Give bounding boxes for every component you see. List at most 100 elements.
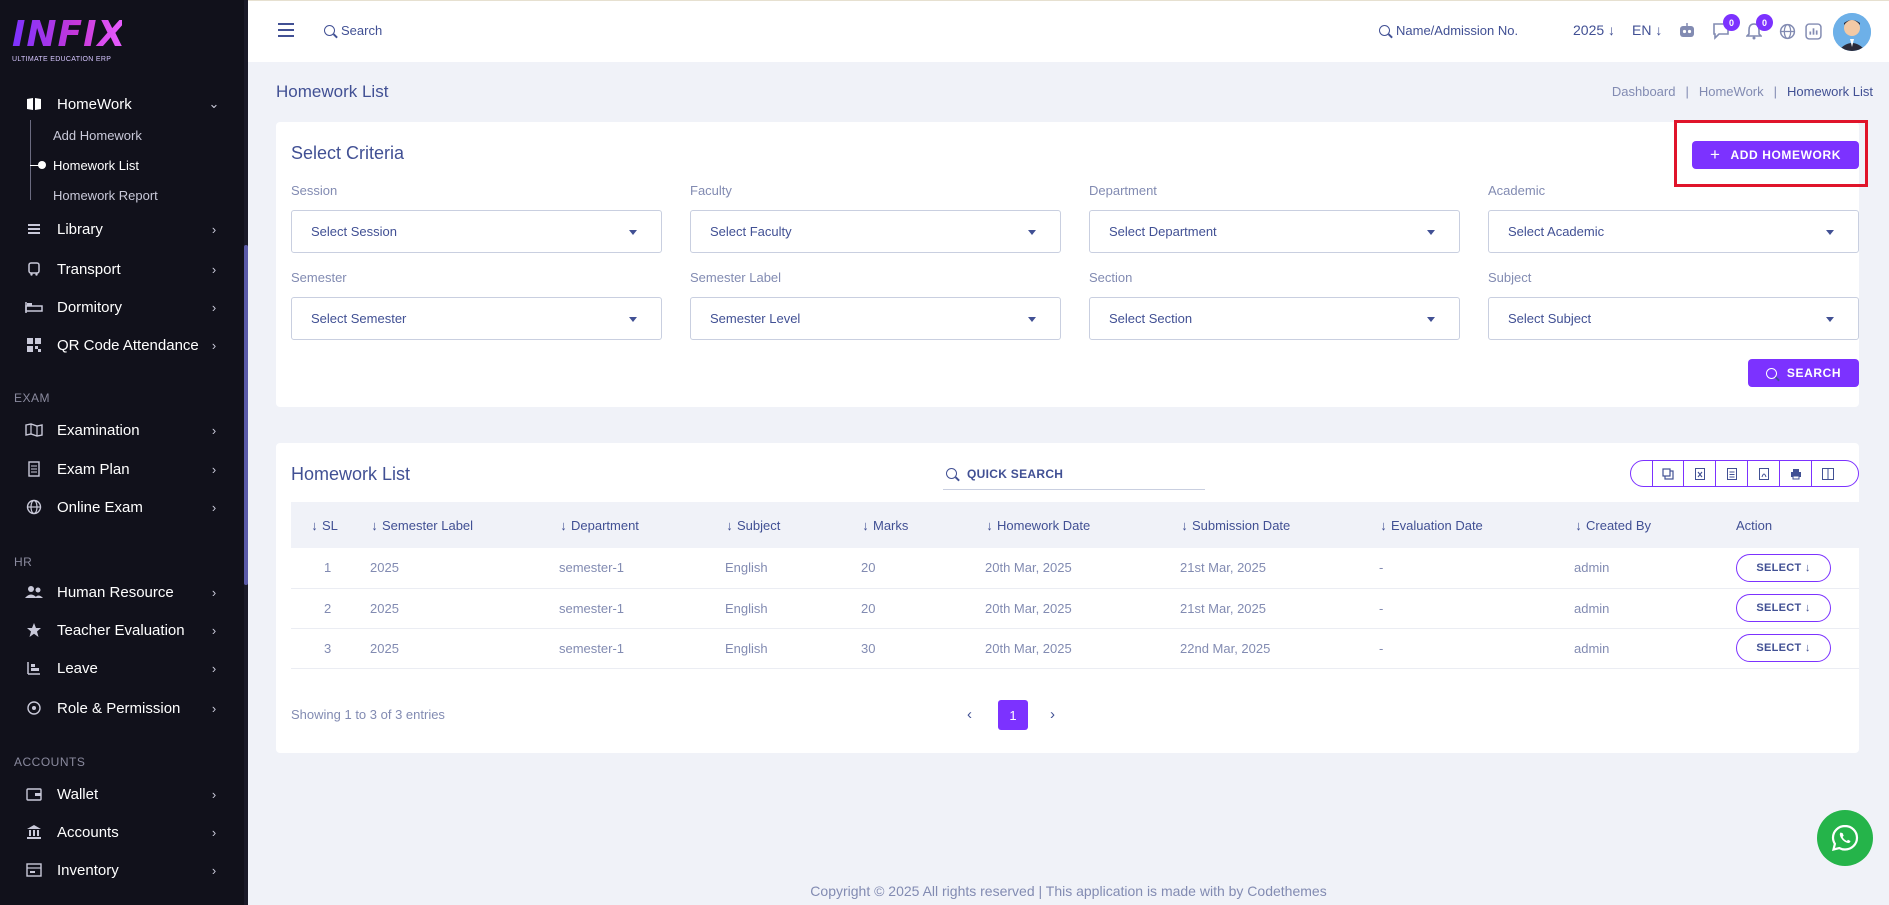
row-select-button[interactable]: SELECT ↓ [1736, 634, 1831, 662]
semester-select-value: Select Semester [311, 311, 407, 326]
sidebar-item-label: Library [57, 220, 103, 238]
sidebar-item-teacher-evaluation[interactable]: Teacher Evaluation › [0, 614, 244, 646]
breadcrumb-dashboard[interactable]: Dashboard [1611, 84, 1676, 99]
pagination-prev-icon[interactable]: ‹ [967, 706, 972, 723]
sidebar-item-label: Online Exam [57, 498, 143, 516]
global-search[interactable]: Search [324, 23, 382, 38]
column-header-sl[interactable]: ↓ SL [291, 502, 370, 548]
language-selector[interactable]: EN ↓ [1632, 22, 1662, 38]
sidebar-item-role-permission[interactable]: Role & Permission › [0, 692, 244, 724]
subject-select[interactable]: Select Subject [1488, 297, 1859, 340]
robot-icon[interactable] [1676, 20, 1698, 42]
column-header-created-by[interactable]: ↓ Created By [1574, 502, 1736, 548]
chat-count-badge: 0 [1723, 14, 1740, 31]
breadcrumb-separator: | [1685, 84, 1689, 99]
year-selector[interactable]: 2025 ↓ [1573, 22, 1615, 38]
logo[interactable]: INFIX ULTIMATE EDUCATION ERP [12, 16, 125, 66]
user-avatar[interactable] [1833, 13, 1871, 51]
sidebar-item-label: Wallet [57, 785, 99, 803]
bell-icon[interactable]: 0 [1743, 14, 1773, 42]
column-header-evaluation-date[interactable]: ↓ Evaluation Date [1379, 502, 1574, 548]
sidebar-subitem-homework-report[interactable]: Homework Report [53, 188, 158, 203]
menu-toggle-icon[interactable] [278, 23, 294, 37]
session-select[interactable]: Select Session [291, 210, 662, 253]
column-header-marks[interactable]: ↓ Marks [861, 502, 985, 548]
row-select-button[interactable]: SELECT ↓ [1736, 594, 1831, 622]
cell-department: semester-1 [559, 628, 725, 669]
chevron-right-icon: › [211, 499, 217, 515]
quick-search-input[interactable]: QUICK SEARCH [943, 458, 1205, 490]
cell-semester-label: 2025 [370, 588, 559, 629]
chevron-right-icon: › [211, 584, 217, 600]
caret-down-icon [1826, 230, 1834, 235]
sidebar-item-online-exam[interactable]: Online Exam › [0, 491, 244, 523]
sidebar-item-qr-code-attendance[interactable]: QR Code Attendance › [0, 329, 244, 361]
sidebar-scrollbar[interactable] [244, 0, 248, 905]
column-header-submission-date[interactable]: ↓ Submission Date [1180, 502, 1379, 548]
search-button[interactable]: SEARCH [1748, 359, 1859, 387]
page-title: Homework List [276, 82, 389, 101]
section-select[interactable]: Select Section [1089, 297, 1460, 340]
admission-search[interactable]: Name/Admission No. [1379, 23, 1518, 38]
add-homework-button[interactable]: + ADD HOMEWORK [1692, 141, 1859, 169]
field-label-faculty: Faculty [690, 183, 732, 198]
whatsapp-button[interactable] [1817, 810, 1873, 866]
sidebar-item-accounts[interactable]: Accounts › [0, 816, 244, 848]
copy-icon[interactable] [1652, 461, 1684, 486]
sidebar-item-exam-plan[interactable]: Exam Plan › [0, 453, 244, 485]
sidebar-item-human-resource[interactable]: Human Resource › [0, 576, 244, 608]
column-header-semester-label[interactable]: ↓ Semester Label [370, 502, 559, 548]
field-label-academic: Academic [1488, 183, 1546, 198]
row-select-button[interactable]: SELECT ↓ [1736, 553, 1831, 582]
csv-icon[interactable] [1716, 461, 1748, 486]
caret-down-icon [629, 230, 637, 235]
chevron-right-icon: › [211, 461, 217, 477]
table-header-row: ↓ SL ↓ Semester Label ↓ Department ↓ Subject… [291, 502, 1859, 548]
sidebar-item-inventory[interactable]: Inventory › [0, 854, 244, 886]
row-select-label: SELECT [1756, 642, 1802, 654]
chevron-right-icon: › [211, 862, 217, 878]
print-icon[interactable] [1780, 461, 1812, 486]
cell-action: SELECT ↓ [1736, 548, 1859, 589]
column-header-subject[interactable]: ↓ Subject [725, 502, 861, 548]
sidebar-subitem-homework-list[interactable]: Homework List [53, 158, 139, 173]
columns-icon[interactable] [1812, 461, 1844, 486]
caret-down-icon [1028, 317, 1036, 322]
sidebar-item-examination[interactable]: Examination › [0, 414, 244, 446]
sidebar-subitem-add-homework[interactable]: Add Homework [53, 128, 142, 143]
select-criteria-card [276, 122, 1859, 407]
semester-label-select[interactable]: Semester Level [690, 297, 1061, 340]
academic-select[interactable]: Select Academic [1488, 210, 1859, 253]
faculty-select[interactable]: Select Faculty [690, 210, 1061, 253]
chat-icon[interactable]: 0 [1710, 14, 1740, 42]
sidebar-item-dormitory[interactable]: Dormitory › [0, 291, 244, 323]
sidebar-item-label: Dormitory [57, 298, 123, 316]
excel-icon[interactable] [1684, 461, 1716, 486]
sidebar-item-label: Accounts [57, 823, 119, 841]
search-icon [1765, 367, 1777, 379]
top-header: Search Name/Admission No. 2025 ↓ EN ↓ 0 … [248, 0, 1889, 62]
section-title-exam: EXAM [14, 391, 51, 405]
globe-icon[interactable] [1776, 20, 1798, 42]
sidebar-item-homework[interactable]: HomeWork ⌄ [0, 88, 244, 120]
export-button-group [1630, 460, 1859, 487]
showing-entries: Showing 1 to 3 of 3 entries [291, 707, 445, 722]
arrow-down-icon: ↓ [1804, 561, 1811, 574]
department-select[interactable]: Select Department [1089, 210, 1460, 253]
pagination-page-1[interactable]: 1 [998, 700, 1028, 730]
column-header-homework-date[interactable]: ↓ Homework Date [985, 502, 1180, 548]
sidebar-scroll-thumb[interactable] [244, 245, 248, 585]
search-button-label: SEARCH [1786, 366, 1842, 380]
pagination-next-icon[interactable]: › [1050, 706, 1055, 723]
sidebar-item-library[interactable]: Library › [0, 213, 244, 245]
section-title-hr: HR [14, 555, 33, 569]
arrow-down-icon: ↓ [1655, 22, 1663, 38]
column-header-department[interactable]: ↓ Department [559, 502, 725, 548]
pdf-icon[interactable] [1748, 461, 1780, 486]
sidebar-item-wallet[interactable]: Wallet › [0, 778, 244, 810]
semester-select[interactable]: Select Semester [291, 297, 662, 340]
analytics-icon[interactable] [1802, 20, 1824, 42]
breadcrumb-homework[interactable]: HomeWork [1698, 84, 1764, 99]
sidebar-item-leave[interactable]: Leave › [0, 652, 244, 684]
sidebar-item-transport[interactable]: Transport › [0, 253, 244, 285]
